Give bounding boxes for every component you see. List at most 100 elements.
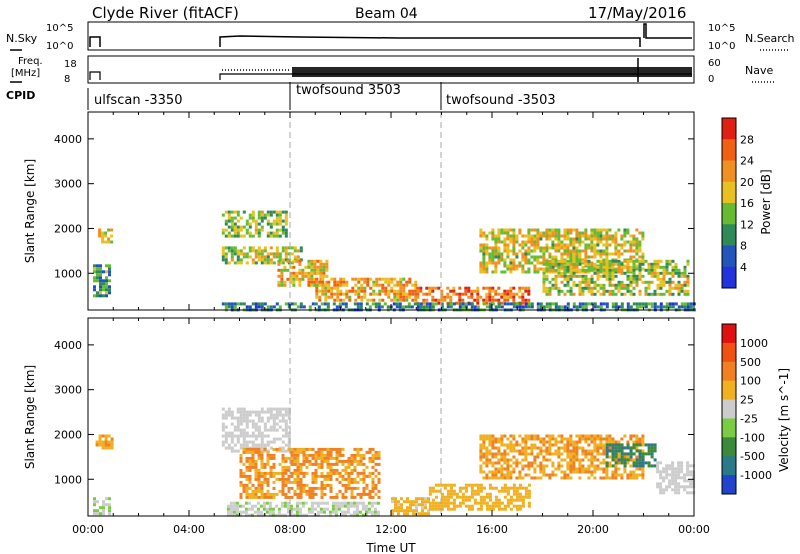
velocity-cell: [590, 440, 594, 444]
velocity-cell: [320, 483, 324, 487]
power-cell: [578, 283, 582, 287]
velocity-cell: [317, 462, 321, 466]
velocity-cell: [515, 464, 519, 468]
power-cell: [581, 289, 585, 293]
power-cell: [260, 252, 264, 256]
nsearch-tick-bottom: 10^0: [708, 41, 735, 52]
velocity-cell: [368, 489, 372, 493]
velocity-cell: [446, 501, 450, 505]
velocity-cell: [340, 501, 344, 505]
power-cell: [668, 305, 672, 309]
power-cell: [551, 246, 555, 250]
velocity-cell: [632, 446, 636, 450]
power-cell: [461, 302, 465, 306]
velocity-cell: [569, 470, 573, 474]
velocity-cell: [662, 467, 666, 471]
power-cell: [369, 277, 373, 281]
velocity-cell: [620, 452, 624, 456]
velocity-cell: [239, 419, 243, 423]
power-cell: [569, 228, 573, 232]
velocity-cell: [224, 431, 228, 435]
power-cell: [641, 262, 645, 266]
power-cell: [644, 305, 648, 309]
power-cell: [680, 283, 684, 287]
velocity-cell: [323, 453, 327, 457]
velocity-cell: [542, 443, 546, 447]
velocity-cell: [602, 467, 606, 471]
velocity-cell: [233, 425, 237, 429]
velocity-cell: [263, 443, 267, 447]
velocity-cell: [503, 452, 507, 456]
power-cell: [284, 219, 288, 223]
velocity-cell: [272, 495, 276, 499]
power-cell: [599, 228, 603, 232]
velocity-cell: [263, 465, 267, 469]
velocity-cell: [331, 510, 335, 514]
power-cell: [524, 302, 528, 306]
velocity-cell: [530, 452, 534, 456]
power-cell: [581, 240, 585, 244]
power-cell: [527, 234, 531, 238]
power-cell: [614, 243, 618, 247]
power-cell: [500, 305, 504, 309]
velocity-cell: [509, 501, 513, 505]
velocity-cell: [308, 453, 312, 457]
velocity-cell: [440, 501, 444, 505]
velocity-cell: [629, 449, 633, 453]
power-cell: [98, 234, 102, 238]
velocity-cell: [671, 467, 675, 471]
power-cell: [497, 234, 501, 238]
velocity-cell: [260, 437, 264, 441]
power-cell: [319, 271, 323, 275]
velocity-cell: [257, 480, 261, 484]
velocity-cell: [617, 467, 621, 471]
velocity-cell: [617, 458, 621, 462]
velocity-cell: [236, 425, 240, 429]
power-cell: [321, 292, 325, 296]
velocity-cell: [518, 507, 522, 511]
velocity-cell: [329, 486, 333, 490]
velocity-cell: [605, 452, 609, 456]
velocity-cell: [296, 453, 300, 457]
nave-label: Nave: [745, 64, 773, 77]
velocity-cell: [296, 465, 300, 469]
power-cell: [372, 283, 376, 287]
velocity-cell: [320, 495, 324, 499]
power-colorbar-swatch: [722, 139, 736, 161]
velocity-cell: [290, 456, 294, 460]
velocity-cell: [341, 477, 345, 481]
velocity-cell: [362, 456, 366, 460]
power-cell: [644, 268, 648, 272]
power-cell: [617, 270, 621, 274]
power-cell: [611, 237, 615, 241]
power-cell: [96, 276, 99, 280]
power-cell: [375, 280, 379, 284]
power-cell: [295, 277, 299, 281]
power-cell: [233, 234, 237, 238]
velocity-cell: [305, 465, 309, 469]
velocity-cell: [260, 492, 264, 496]
velocity-cell: [239, 431, 243, 435]
power-cell: [266, 210, 270, 214]
power-cell: [482, 258, 486, 262]
power-cell: [620, 305, 624, 309]
power-cell: [494, 298, 498, 302]
velocity-cell: [635, 458, 639, 462]
velocity-cell: [677, 488, 681, 492]
power-cell: [272, 219, 276, 223]
velocity-cell: [400, 506, 403, 510]
power-cell: [656, 259, 660, 263]
velocity-cell: [260, 440, 264, 444]
velocity-cell: [521, 504, 525, 508]
power-cell: [485, 292, 489, 296]
power-cell: [269, 258, 273, 262]
velocity-cell: [284, 428, 288, 432]
freq-frame: [87, 55, 695, 84]
velocity-cell: [287, 410, 291, 414]
power-cell: [245, 231, 249, 235]
power-cell: [557, 292, 561, 296]
velocity-cell: [311, 453, 315, 457]
velocity-cell: [476, 507, 480, 511]
power-cell: [605, 268, 609, 272]
velocity-cell: [470, 507, 474, 511]
